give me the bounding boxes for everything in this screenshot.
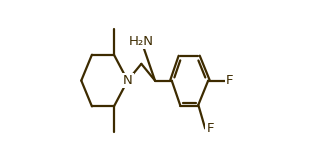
Text: F: F (206, 122, 214, 135)
Text: N: N (123, 74, 132, 87)
Text: F: F (226, 74, 234, 87)
Text: H₂N: H₂N (129, 35, 154, 48)
